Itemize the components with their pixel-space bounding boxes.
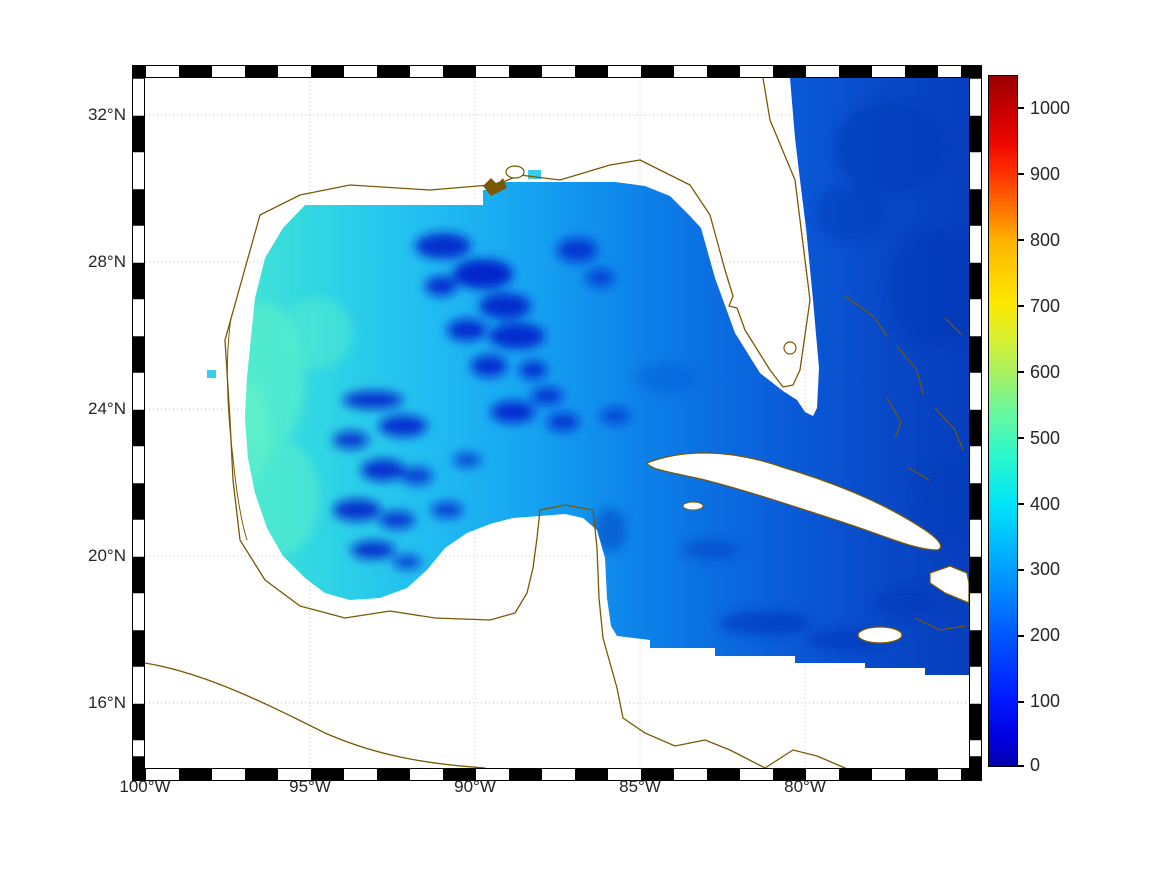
map-plot-area bbox=[144, 77, 970, 769]
lake-pontchartrain bbox=[505, 165, 525, 179]
mississippi-delta bbox=[483, 178, 507, 196]
bahamas-coastline bbox=[844, 295, 964, 481]
colorbar-label-800: 800 bbox=[1030, 230, 1061, 250]
colorbar-tick bbox=[1018, 437, 1024, 439]
lon-tick-label-95w: 95°W bbox=[289, 777, 331, 796]
colorbar-tick bbox=[1018, 371, 1024, 373]
lon-tick-label-85w: 85°W bbox=[619, 777, 661, 796]
coastal-data-pixel-west bbox=[207, 370, 216, 378]
colorbar-label-900: 900 bbox=[1030, 164, 1061, 184]
colorbar-label-600: 600 bbox=[1030, 362, 1061, 382]
colorbar-label-400: 400 bbox=[1030, 494, 1061, 514]
hispaniola-coastline bbox=[914, 565, 969, 631]
colorbar-label-500: 500 bbox=[1030, 428, 1061, 448]
lat-tick-label-28n: 28°N bbox=[88, 252, 126, 271]
lon-tick-label-100w: 100°W bbox=[119, 777, 171, 796]
map-frame-right bbox=[969, 65, 982, 781]
map-frame-bottom bbox=[132, 768, 982, 781]
colorbar-tick bbox=[1018, 765, 1024, 767]
colorbar-label-100: 100 bbox=[1030, 691, 1061, 711]
honduras-coastline bbox=[764, 749, 846, 768]
colorbar-label-300: 300 bbox=[1030, 559, 1061, 579]
colorbar-label-1000: 1000 bbox=[1030, 98, 1071, 118]
texas-barrier-islands bbox=[226, 317, 248, 541]
colorbar-tick bbox=[1018, 503, 1024, 505]
coastal-data-pixel-delta bbox=[528, 170, 541, 179]
isla-de-la-juventud bbox=[682, 501, 704, 511]
colorbar-tick bbox=[1018, 239, 1024, 241]
colorbar-label-700: 700 bbox=[1030, 296, 1061, 316]
lon-tick-label-80w: 80°W bbox=[784, 777, 826, 796]
lon-tick-label-90w: 90°W bbox=[454, 777, 496, 796]
pacific-mexico-coastline bbox=[145, 662, 486, 768]
colorbar-tick bbox=[1018, 173, 1024, 175]
lake-okeechobee bbox=[783, 341, 797, 355]
map-canvas bbox=[145, 78, 969, 768]
ocean-data-layer bbox=[245, 78, 969, 675]
lat-tick-label-16n: 16°N bbox=[88, 693, 126, 712]
colorbar-label-200: 200 bbox=[1030, 625, 1061, 645]
colorbar-tick bbox=[1018, 635, 1024, 637]
lat-tick-label-32n: 32°N bbox=[88, 105, 126, 124]
colorbar bbox=[988, 75, 1018, 767]
colorbar-tick bbox=[1018, 569, 1024, 571]
mainland-coastline bbox=[224, 78, 811, 768]
colorbar-tick bbox=[1018, 305, 1024, 307]
lat-tick-label-20n: 20°N bbox=[88, 546, 126, 565]
colorbar-tick bbox=[1018, 701, 1024, 703]
coastline-layer bbox=[145, 78, 846, 768]
jamaica bbox=[857, 626, 903, 644]
colorbar-tick bbox=[1018, 107, 1024, 109]
cuba bbox=[646, 452, 942, 551]
lat-tick-label-24n: 24°N bbox=[88, 399, 126, 418]
colorbar-label-0: 0 bbox=[1030, 755, 1041, 775]
